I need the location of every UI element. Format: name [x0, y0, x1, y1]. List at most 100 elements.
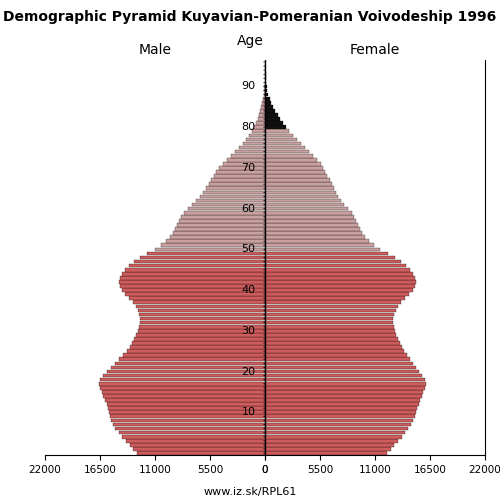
Bar [209, 182, 265, 186]
Bar [125, 292, 265, 296]
Bar [120, 276, 265, 280]
Bar [243, 142, 265, 146]
Bar [265, 435, 402, 438]
Bar [265, 117, 280, 121]
Bar [133, 447, 265, 450]
Bar [265, 308, 396, 312]
Bar [265, 451, 387, 455]
Bar [265, 202, 344, 206]
Bar [265, 390, 423, 394]
Bar [100, 378, 265, 382]
Bar [223, 162, 265, 166]
Bar [265, 142, 301, 146]
Bar [133, 300, 265, 304]
Bar [265, 97, 270, 100]
Bar [196, 198, 265, 202]
Bar [265, 370, 419, 374]
Bar [107, 402, 265, 406]
Bar [265, 72, 266, 76]
Bar [265, 321, 393, 324]
Bar [188, 207, 265, 210]
Text: 50: 50 [242, 244, 256, 254]
Bar [161, 244, 265, 247]
Bar [140, 321, 265, 324]
Bar [265, 304, 398, 308]
Bar [265, 431, 405, 434]
Bar [125, 268, 265, 272]
Bar [265, 317, 393, 320]
Bar [265, 418, 413, 422]
Bar [265, 240, 369, 243]
Bar [265, 296, 405, 300]
Bar [231, 154, 265, 158]
Bar [265, 219, 356, 222]
Text: 80: 80 [242, 122, 256, 132]
Bar [265, 150, 309, 154]
Bar [265, 447, 391, 450]
Bar [265, 76, 266, 80]
Bar [265, 378, 425, 382]
Bar [261, 105, 265, 108]
Bar [130, 346, 265, 349]
Bar [265, 170, 325, 174]
Text: Age: Age [236, 34, 264, 48]
Bar [216, 170, 265, 174]
Bar [260, 109, 265, 112]
Bar [265, 207, 348, 210]
Bar [134, 337, 265, 341]
Bar [265, 325, 394, 328]
Bar [265, 105, 273, 108]
Bar [134, 260, 265, 264]
Bar [129, 264, 265, 268]
Bar [263, 97, 265, 100]
Bar [265, 410, 416, 414]
Bar [107, 370, 265, 374]
Bar [265, 248, 380, 251]
Bar [130, 443, 265, 446]
Bar [265, 333, 396, 336]
Bar [265, 366, 416, 370]
Bar [265, 260, 401, 264]
Bar [265, 215, 354, 218]
Bar [122, 272, 265, 276]
Bar [265, 337, 398, 341]
Bar [123, 354, 265, 357]
Bar [265, 138, 297, 141]
Bar [177, 223, 265, 227]
Bar [265, 350, 404, 353]
Bar [113, 422, 265, 426]
Bar [192, 202, 265, 206]
Bar [265, 443, 394, 446]
Bar [262, 101, 265, 104]
Bar [265, 231, 362, 235]
Bar [265, 126, 286, 129]
Bar [265, 88, 268, 92]
Text: Demographic Pyramid Kuyavian-Pomeranian Voivodeship 1996: Demographic Pyramid Kuyavian-Pomeranian … [4, 10, 496, 24]
Bar [122, 435, 265, 438]
Bar [137, 451, 265, 455]
Bar [139, 312, 265, 316]
Title: Male: Male [138, 44, 172, 58]
Bar [138, 308, 265, 312]
Bar [265, 198, 341, 202]
Bar [111, 366, 265, 370]
Bar [252, 130, 265, 133]
Bar [264, 93, 265, 96]
Bar [119, 358, 265, 361]
Bar [175, 227, 265, 231]
Bar [109, 410, 265, 414]
Bar [265, 154, 313, 158]
Bar [265, 292, 409, 296]
Bar [147, 252, 265, 256]
Bar [265, 109, 275, 112]
Bar [265, 223, 358, 227]
Bar [115, 362, 265, 365]
Bar [119, 280, 265, 284]
Bar [214, 174, 265, 178]
Bar [265, 146, 305, 150]
Bar [155, 248, 265, 251]
Bar [254, 126, 265, 129]
Bar [265, 122, 283, 125]
Bar [181, 215, 265, 218]
Bar [119, 431, 265, 434]
